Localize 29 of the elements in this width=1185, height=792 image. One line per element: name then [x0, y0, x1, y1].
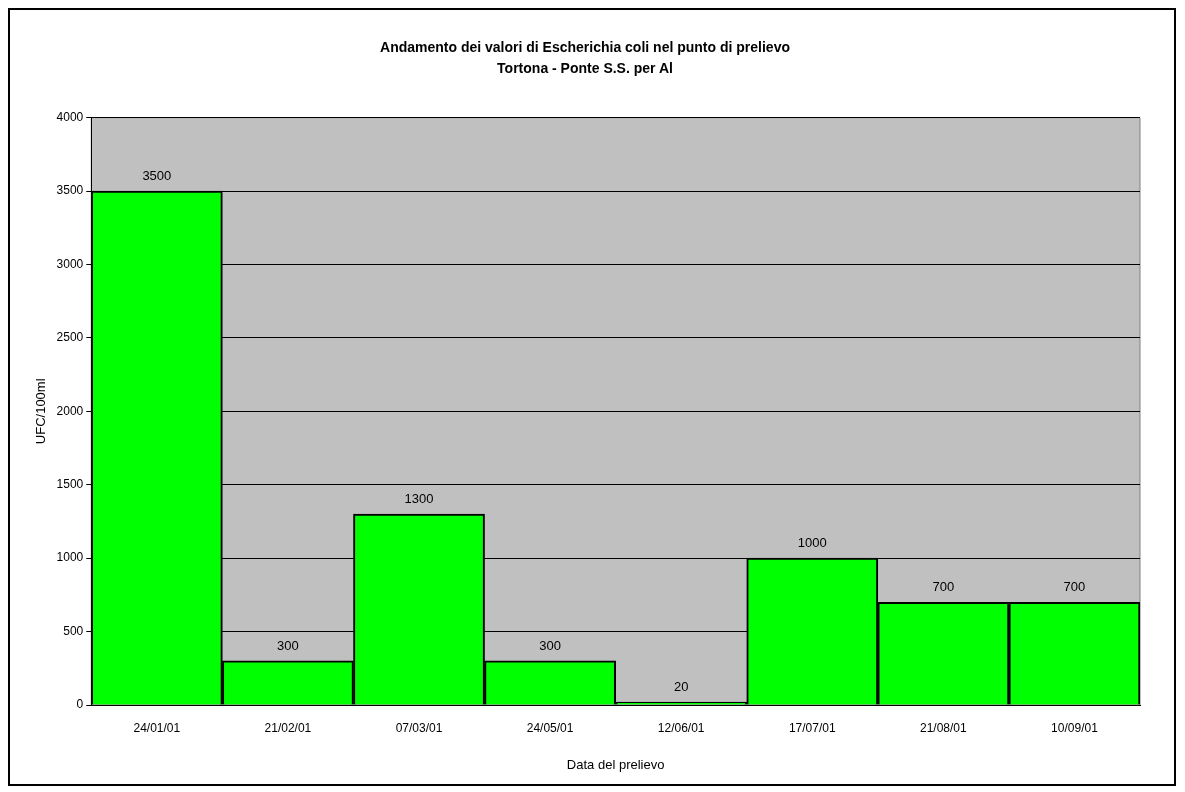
x-tick-label: 07/03/01 — [395, 720, 443, 735]
x-tick-label: 21/02/01 — [264, 720, 312, 735]
data-label: 700 — [932, 579, 955, 595]
data-label: 20 — [673, 679, 689, 695]
data-label: 700 — [1063, 579, 1086, 595]
y-tick-label: 1000 — [56, 550, 84, 565]
data-label: 1300 — [404, 491, 434, 507]
y-tick-label: 2000 — [56, 403, 84, 418]
x-tick-label: 17/07/01 — [788, 720, 836, 735]
x-axis-title: Data del prelievo — [566, 756, 665, 772]
data-label: 300 — [277, 638, 299, 654]
x-tick-label: 24/05/01 — [526, 720, 574, 735]
y-tick-label: 3500 — [56, 183, 84, 198]
x-tick-label: 12/06/01 — [657, 720, 705, 735]
y-tick-label: 1500 — [56, 477, 84, 492]
y-tick-label: 0 — [76, 697, 84, 712]
y-tick-label: 2500 — [56, 330, 84, 345]
x-tick-label: 24/01/01 — [133, 720, 181, 735]
x-tick-label: 10/09/01 — [1051, 720, 1099, 735]
chart-subtitle: Tortona - Ponte S.S. per Al — [497, 60, 673, 77]
y-tick-label: 3000 — [56, 256, 84, 271]
chart-title: Andamento dei valori di Escherichia coli nel punto di prelievo — [380, 39, 790, 56]
data-label: 1000 — [797, 535, 827, 551]
y-tick-label: 500 — [63, 623, 84, 638]
data-label: 300 — [539, 638, 561, 654]
x-tick-label: 21/08/01 — [920, 720, 968, 735]
y-tick-label: 4000 — [56, 109, 84, 124]
data-label: 3500 — [142, 168, 172, 184]
y-axis-title: UFC/100ml — [33, 378, 49, 445]
